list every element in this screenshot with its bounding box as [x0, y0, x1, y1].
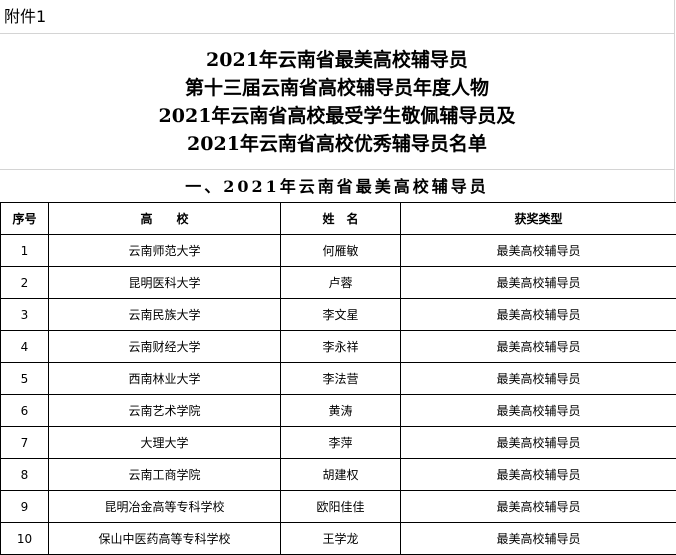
- column-header[interactable]: 高 校: [48, 202, 281, 235]
- award-type-cell[interactable]: 最美高校辅导员: [400, 330, 676, 363]
- award-type-cell[interactable]: 最美高校辅导员: [400, 426, 676, 459]
- university-cell[interactable]: 云南财经大学: [48, 330, 281, 363]
- award-type-cell[interactable]: 最美高校辅导员: [400, 394, 676, 427]
- row-number-cell[interactable]: 8: [0, 458, 49, 491]
- row-number-cell[interactable]: 4: [0, 330, 49, 363]
- table-row: 2 昆明医科大学 卢蓉 最美高校辅导员: [0, 266, 676, 299]
- table-row: 9 昆明冶金高等专科学校 欧阳佳佳 最美高校辅导员: [0, 490, 676, 523]
- attachment-label[interactable]: 附件1: [0, 0, 675, 34]
- university-cell[interactable]: 西南林业大学: [48, 362, 281, 395]
- table-row: 1 云南师范大学 何雁敏 最美高校辅导员: [0, 234, 676, 267]
- document-title[interactable]: 2021年云南省最美高校辅导员 第十三届云南省高校辅导员年度人物 2021年云南…: [0, 34, 675, 170]
- table-row: 5 西南林业大学 李法营 最美高校辅导员: [0, 362, 676, 395]
- name-cell[interactable]: 何雁敏: [280, 234, 401, 267]
- award-type-cell[interactable]: 最美高校辅导员: [400, 266, 676, 299]
- table-row: 6 云南艺术学院 黄涛 最美高校辅导员: [0, 394, 676, 427]
- university-cell[interactable]: 云南师范大学: [48, 234, 281, 267]
- name-cell[interactable]: 李文星: [280, 298, 401, 331]
- section-title[interactable]: 一、2021年云南省最美高校辅导员: [0, 170, 675, 203]
- table-row: 8 云南工商学院 胡建权 最美高校辅导员: [0, 458, 676, 491]
- row-number-cell[interactable]: 5: [0, 362, 49, 395]
- name-cell[interactable]: 李永祥: [280, 330, 401, 363]
- table-row: 4 云南财经大学 李永祥 最美高校辅导员: [0, 330, 676, 363]
- table-row: 7 大理大学 李萍 最美高校辅导员: [0, 426, 676, 459]
- university-cell[interactable]: 云南民族大学: [48, 298, 281, 331]
- column-header[interactable]: 姓 名: [280, 202, 401, 235]
- university-cell[interactable]: 大理大学: [48, 426, 281, 459]
- row-number-cell[interactable]: 7: [0, 426, 49, 459]
- row-number-cell[interactable]: 6: [0, 394, 49, 427]
- university-cell[interactable]: 云南艺术学院: [48, 394, 281, 427]
- title-line: 2021年云南省最美高校辅导员: [206, 48, 468, 71]
- title-line: 2021年云南省高校优秀辅导员名单: [187, 132, 487, 155]
- row-number-cell[interactable]: 3: [0, 298, 49, 331]
- name-cell[interactable]: 王学龙: [280, 522, 401, 555]
- column-header[interactable]: 获奖类型: [400, 202, 676, 235]
- award-type-cell[interactable]: 最美高校辅导员: [400, 362, 676, 395]
- university-cell[interactable]: 昆明冶金高等专科学校: [48, 490, 281, 523]
- row-number-cell[interactable]: 1: [0, 234, 49, 267]
- awardee-table: 序号高 校姓 名获奖类型 1 云南师范大学 何雁敏 最美高校辅导员 2 昆明医科大学 卢蓉最…: [0, 202, 676, 555]
- name-cell[interactable]: 李法营: [280, 362, 401, 395]
- name-cell[interactable]: 李萍: [280, 426, 401, 459]
- university-cell[interactable]: 保山中医药高等专科学校: [48, 522, 281, 555]
- table-row: 3 云南民族大学 李文星 最美高校辅导员: [0, 298, 676, 331]
- column-header[interactable]: 序号: [0, 202, 49, 235]
- award-type-cell[interactable]: 最美高校辅导员: [400, 522, 676, 555]
- row-number-cell[interactable]: 2: [0, 266, 49, 299]
- name-cell[interactable]: 黄涛: [280, 394, 401, 427]
- award-type-cell[interactable]: 最美高校辅导员: [400, 234, 676, 267]
- award-type-cell[interactable]: 最美高校辅导员: [400, 458, 676, 491]
- name-cell[interactable]: 欧阳佳佳: [280, 490, 401, 523]
- name-cell[interactable]: 胡建权: [280, 458, 401, 491]
- table-header-row: 序号高 校姓 名获奖类型: [0, 202, 676, 235]
- row-number-cell[interactable]: 9: [0, 490, 49, 523]
- table-row: 10 保山中医药高等专科学校 王学龙 最美高校辅导员: [0, 522, 676, 555]
- name-cell[interactable]: 卢蓉: [280, 266, 401, 299]
- title-line: 2021年云南省高校最受学生敬佩辅导员及: [158, 104, 516, 127]
- row-number-cell[interactable]: 10: [0, 522, 49, 555]
- title-line: 第十三届云南省高校辅导员年度人物: [184, 76, 489, 99]
- award-type-cell[interactable]: 最美高校辅导员: [400, 490, 676, 523]
- award-type-cell[interactable]: 最美高校辅导员: [400, 298, 676, 331]
- university-cell[interactable]: 云南工商学院: [48, 458, 281, 491]
- university-cell[interactable]: 昆明医科大学: [48, 266, 281, 299]
